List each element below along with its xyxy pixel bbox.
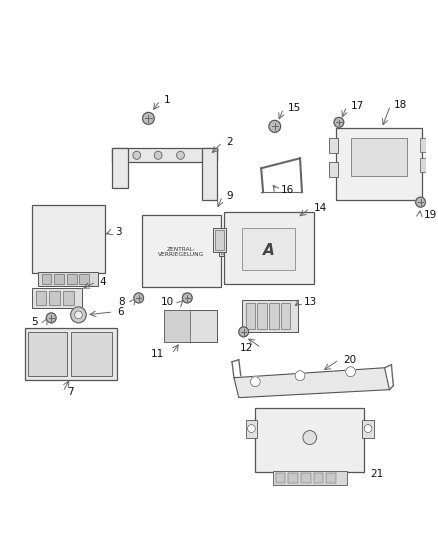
Bar	[42, 274, 51, 284]
Circle shape	[134, 293, 144, 303]
Circle shape	[177, 151, 184, 159]
Bar	[202, 148, 217, 200]
Bar	[63, 291, 74, 305]
Text: 17: 17	[350, 101, 364, 111]
Text: 12: 12	[240, 343, 254, 353]
Bar	[314, 473, 323, 483]
Text: 11: 11	[151, 349, 164, 359]
Text: 16: 16	[281, 185, 294, 195]
Circle shape	[46, 313, 56, 323]
Bar	[35, 291, 46, 305]
Text: ZENTRAL-
VERRIEGELUNG: ZENTRAL- VERRIEGELUNG	[159, 247, 205, 257]
Bar	[32, 288, 82, 308]
Bar	[71, 332, 113, 376]
Bar	[257, 303, 267, 329]
Circle shape	[346, 367, 355, 377]
Bar	[255, 408, 364, 472]
Text: 10: 10	[161, 297, 174, 307]
Circle shape	[143, 112, 154, 124]
Circle shape	[364, 425, 372, 433]
Bar	[329, 139, 338, 154]
Bar	[336, 128, 421, 200]
Text: 8: 8	[118, 297, 125, 307]
Text: 3: 3	[115, 227, 122, 237]
Bar	[288, 473, 298, 483]
Text: 5: 5	[31, 317, 38, 327]
Circle shape	[183, 293, 192, 303]
Bar	[242, 228, 295, 270]
Bar	[224, 212, 314, 284]
Bar	[164, 310, 190, 342]
Text: 13: 13	[304, 297, 317, 307]
Text: 1: 1	[164, 95, 170, 106]
Text: 18: 18	[394, 100, 407, 110]
Circle shape	[154, 151, 162, 159]
Bar	[215, 230, 224, 250]
Bar	[49, 291, 60, 305]
Text: 4: 4	[100, 277, 106, 287]
Bar	[269, 303, 279, 329]
Bar	[113, 148, 128, 188]
Bar	[54, 274, 64, 284]
Circle shape	[269, 120, 281, 132]
Text: 9: 9	[226, 191, 233, 201]
Bar	[281, 303, 290, 329]
Bar	[420, 158, 427, 172]
Text: 15: 15	[287, 103, 300, 114]
Text: 14: 14	[314, 203, 327, 213]
Text: 7: 7	[67, 386, 74, 397]
Bar	[246, 303, 255, 329]
Circle shape	[133, 151, 141, 159]
Text: 6: 6	[117, 307, 124, 317]
Circle shape	[251, 377, 260, 386]
Bar	[246, 419, 257, 438]
Circle shape	[334, 117, 344, 127]
Circle shape	[416, 197, 425, 207]
Bar	[141, 215, 221, 287]
Bar	[164, 310, 217, 342]
Text: 20: 20	[343, 355, 356, 365]
Text: 2: 2	[226, 138, 233, 147]
Bar	[221, 230, 231, 254]
Polygon shape	[234, 368, 389, 398]
Bar	[273, 472, 347, 486]
Bar	[420, 139, 427, 152]
Bar	[212, 228, 226, 252]
Circle shape	[239, 327, 248, 337]
Bar	[350, 139, 407, 176]
Bar	[219, 228, 233, 256]
Text: A: A	[263, 243, 275, 257]
Text: 21: 21	[370, 470, 383, 480]
Circle shape	[303, 431, 317, 445]
Bar	[38, 272, 98, 286]
Bar	[67, 274, 77, 284]
Bar	[276, 473, 286, 483]
Text: 19: 19	[424, 210, 437, 220]
Bar	[79, 274, 89, 284]
Circle shape	[295, 371, 305, 381]
Bar	[242, 300, 298, 332]
Bar	[28, 332, 67, 376]
Bar	[301, 473, 311, 483]
Bar	[326, 473, 336, 483]
Circle shape	[74, 311, 82, 319]
Bar	[329, 162, 338, 177]
Bar	[113, 148, 217, 162]
Bar	[362, 419, 374, 438]
Circle shape	[247, 425, 255, 433]
Circle shape	[71, 307, 86, 323]
Bar	[25, 328, 117, 379]
Bar	[32, 205, 105, 273]
